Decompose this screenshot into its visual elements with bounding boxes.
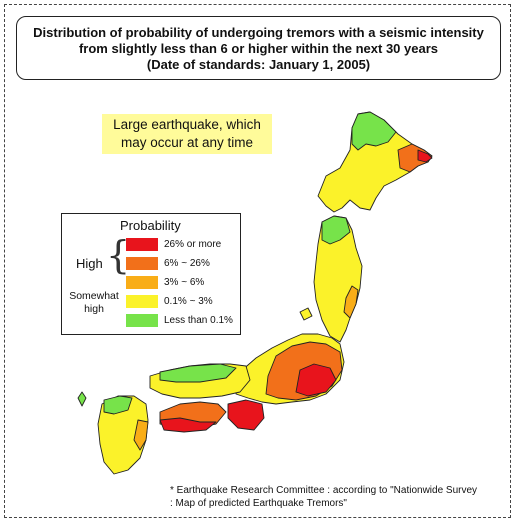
kyushu-green bbox=[103, 395, 133, 415]
legend-label-2: 6% ~ 26% bbox=[164, 258, 210, 269]
legend-swatch-4 bbox=[126, 295, 158, 308]
tsushima-island bbox=[77, 391, 87, 407]
legend-label-3: 3% ~ 6% bbox=[164, 277, 205, 288]
kyushu-east bbox=[133, 419, 149, 451]
somewhat-high-line-1: Somewhat bbox=[69, 290, 119, 302]
callout-line-2: may occur at any time bbox=[120, 135, 254, 150]
callout-line-1: Large earthquake, which bbox=[113, 117, 261, 132]
legend-swatch-5 bbox=[126, 314, 158, 327]
tohoku-green bbox=[321, 215, 351, 245]
footnote: * Earthquake Research Committee : accord… bbox=[170, 484, 477, 510]
sado-island bbox=[299, 307, 313, 321]
footnote-line-2: : Map of predicted Earthquake Tremors" bbox=[170, 498, 347, 509]
kanto-tokai-red bbox=[295, 363, 337, 397]
legend-somewhat-high-label: Somewhat high bbox=[66, 290, 122, 316]
hokkaido-east-high bbox=[397, 143, 433, 173]
hokkaido-green bbox=[351, 111, 397, 151]
legend: Probability High { Somewhat high 26% or … bbox=[61, 213, 241, 335]
chugoku-green bbox=[159, 363, 237, 383]
kyushu bbox=[97, 395, 149, 475]
figure-frame bbox=[4, 4, 511, 518]
legend-swatch-2 bbox=[126, 257, 158, 270]
legend-high-label: High bbox=[76, 256, 103, 271]
title-line-3: (Date of standards: January 1, 2005) bbox=[146, 57, 371, 72]
title-line-1: Distribution of probability of undergoin… bbox=[33, 25, 484, 40]
hokkaido-east-red bbox=[417, 149, 433, 163]
legend-swatch-1 bbox=[126, 238, 158, 251]
somewhat-high-line-2: high bbox=[84, 303, 104, 315]
tohoku-coast bbox=[343, 285, 359, 319]
map-title: Distribution of probability of undergoin… bbox=[16, 16, 501, 80]
legend-label-5: Less than 0.1% bbox=[164, 315, 233, 326]
title-line-2: from slightly less than 6 or higher with… bbox=[78, 41, 439, 56]
callout-box: Large earthquake, which may occur at any… bbox=[102, 114, 272, 154]
shikoku-red bbox=[159, 417, 217, 433]
legend-title: Probability bbox=[120, 218, 181, 233]
japan-probability-map bbox=[77, 111, 433, 475]
legend-swatch-3 bbox=[126, 276, 158, 289]
footnote-line-1: * Earthquake Research Committee : accord… bbox=[170, 485, 478, 496]
kii bbox=[227, 399, 265, 431]
legend-label-4: 0.1% ~ 3% bbox=[164, 296, 213, 307]
legend-label-1: 26% or more bbox=[164, 239, 222, 250]
